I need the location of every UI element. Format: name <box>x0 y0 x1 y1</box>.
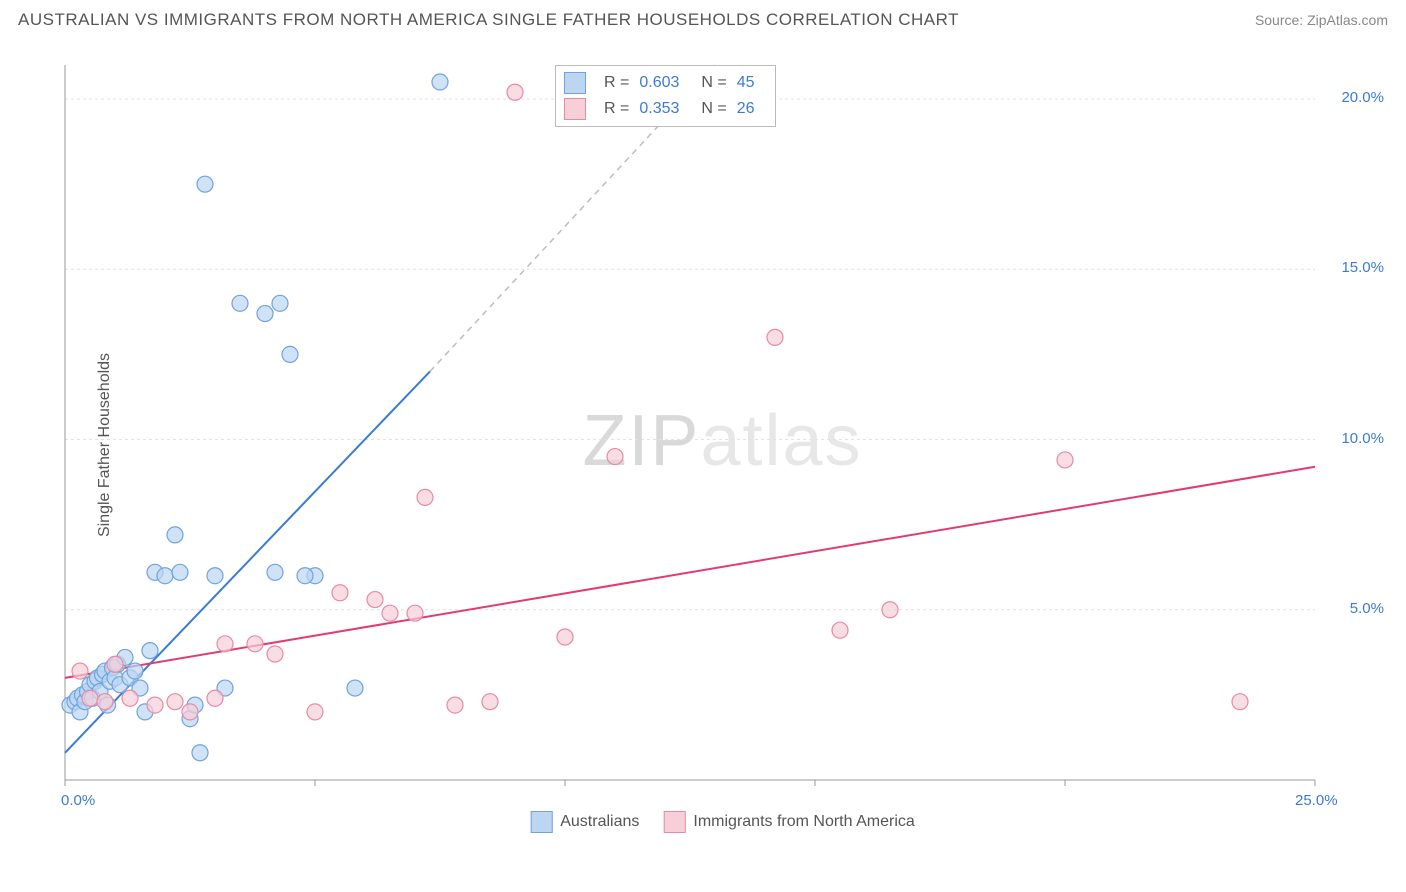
r-value: 0.603 <box>639 74 679 92</box>
legend-item: Immigrants from North America <box>663 811 914 833</box>
legend-label: Immigrants from North America <box>693 813 914 831</box>
chart-title: AUSTRALIAN VS IMMIGRANTS FROM NORTH AMER… <box>18 10 959 30</box>
series-swatch <box>564 72 586 94</box>
series-swatch <box>564 98 586 120</box>
legend-label: Australians <box>560 813 639 831</box>
x-tick-label: 25.0% <box>1295 792 1338 809</box>
series-swatch <box>663 811 685 833</box>
stats-row: R = 0.353 N = 26 <box>564 96 767 122</box>
r-label: R = <box>604 100 629 118</box>
y-tick-label: 5.0% <box>1350 600 1384 617</box>
stats-row: R = 0.603 N = 45 <box>564 70 767 96</box>
scatter-plot <box>55 55 1390 835</box>
n-label: N = <box>701 100 726 118</box>
legend-item: Australians <box>530 811 639 833</box>
n-value: 45 <box>737 74 755 92</box>
r-value: 0.353 <box>639 100 679 118</box>
stats-legend-box: R = 0.603 N = 45 R = 0.353 N = 26 <box>555 65 776 127</box>
series-swatch <box>530 811 552 833</box>
chart-source: Source: ZipAtlas.com <box>1255 12 1388 28</box>
x-tick-label: 0.0% <box>61 792 95 809</box>
n-label: N = <box>701 74 726 92</box>
y-tick-label: 15.0% <box>1341 259 1384 276</box>
chart-area: Single Father Households ZIPatlas R =0.6… <box>55 55 1390 835</box>
n-value: 26 <box>737 100 755 118</box>
legend-bottom: Australians Immigrants from North America <box>530 811 915 833</box>
chart-header: AUSTRALIAN VS IMMIGRANTS FROM NORTH AMER… <box>0 0 1406 36</box>
y-tick-label: 20.0% <box>1341 89 1384 106</box>
y-tick-label: 10.0% <box>1341 430 1384 447</box>
r-label: R = <box>604 74 629 92</box>
